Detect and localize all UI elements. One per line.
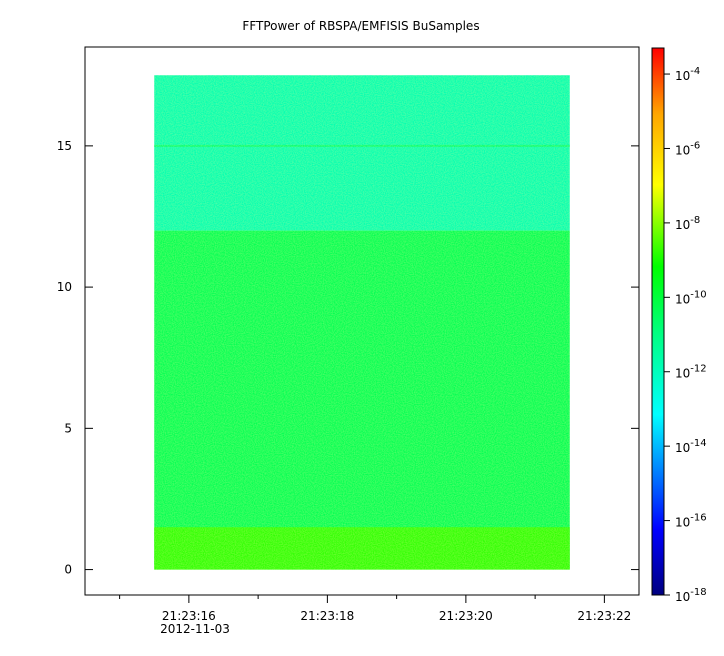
x-tick-label: 21:23:22 — [577, 609, 631, 623]
y-tick-label: 15 — [57, 139, 72, 153]
colorbar-tick-label: 10-12 — [675, 364, 707, 381]
x-tick-label: 21:23:16 — [162, 609, 216, 623]
heatmap-layer — [154, 75, 570, 570]
y-tick-label: 10 — [57, 280, 72, 294]
colorbar-tick-label: 10-14 — [675, 438, 707, 455]
colorbar-tick-label: 10-8 — [675, 215, 700, 232]
y-axis: 0 5 10 15 — [57, 139, 639, 577]
y-tick-label: 0 — [64, 563, 72, 577]
colorbar-tick-label: 10-10 — [675, 289, 707, 306]
colorbar-tick-label: 10-18 — [675, 587, 707, 604]
colorbar — [651, 47, 665, 596]
chart-title: FFTPower of RBSPA/EMFISIS BuSamples — [242, 19, 479, 33]
y-tick-label: 5 — [64, 421, 72, 435]
x-tick-label: 21:23:18 — [300, 609, 354, 623]
colorbar-tick-label: 10-4 — [675, 66, 700, 83]
colorbar-tick-label: 10-16 — [675, 513, 707, 530]
x-tick-label: 21:23:20 — [439, 609, 493, 623]
x-date-label: 2012-11-03 — [160, 622, 230, 636]
heatmap-texture — [154, 75, 570, 570]
colorbar-tick-label: 10-6 — [675, 140, 700, 157]
colorbar-ticks: 10-4 10-6 10-8 10-10 10-12 10-14 10-16 10-18 — [664, 66, 707, 604]
x-axis: 21:23:16 21:23:18 21:23:20 21:23:22 — [119, 595, 631, 623]
